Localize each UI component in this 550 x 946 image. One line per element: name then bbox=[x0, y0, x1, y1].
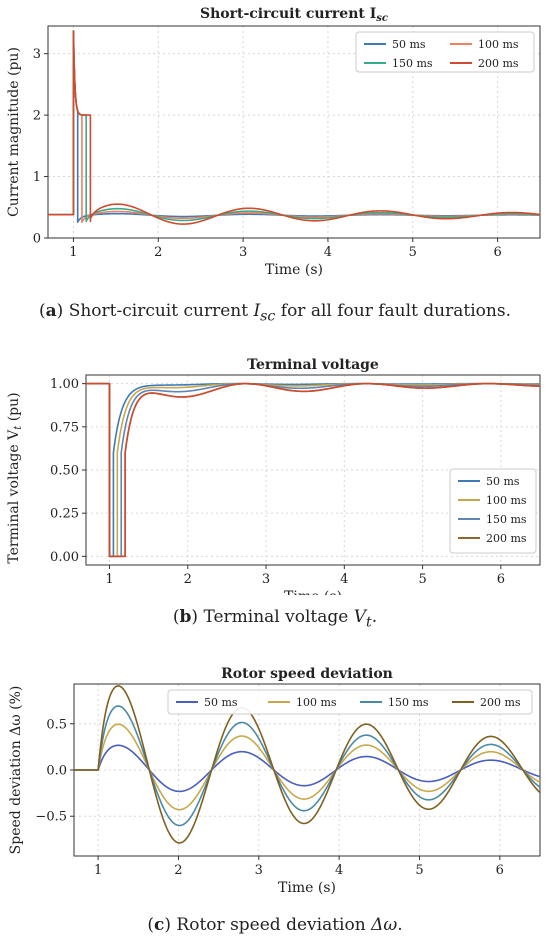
y-tick-label: −0.5 bbox=[35, 810, 67, 825]
x-axis-label: Time (s) bbox=[278, 880, 336, 896]
y-axis-label-suffix: (pu) bbox=[6, 392, 22, 425]
legend-entry: 50 ms bbox=[486, 475, 520, 488]
x-axis-label: Time (s) bbox=[284, 589, 342, 595]
series-line bbox=[48, 30, 541, 223]
caption-text: Terminal voltage bbox=[198, 607, 354, 627]
x-tick-label: 1 bbox=[105, 572, 113, 587]
legend-entry: 150 ms bbox=[388, 696, 429, 709]
legend-entry: 100 ms bbox=[486, 494, 527, 507]
series-line bbox=[74, 744, 541, 793]
caption-label: c bbox=[154, 915, 165, 935]
x-tick-label: 3 bbox=[255, 863, 263, 878]
y-axis-label: Speed deviation Δω (%) bbox=[8, 686, 24, 855]
legend-box bbox=[355, 31, 535, 73]
y-tick-label: 0.50 bbox=[50, 464, 79, 479]
legend-box bbox=[449, 468, 537, 554]
chart-title-sub: sc bbox=[376, 13, 388, 24]
chart-title-text: Short-circuit current I bbox=[200, 6, 376, 22]
chart-panel-terminal-voltage: 1 2 3 4 5 6 0.00 0.25 0.50 0.75 1.00 Time (s) Termin… bbox=[0, 355, 550, 605]
short-circuit-chart: 1 2 3 4 5 6 0 1 2 3 Time (s) Short-circuit current … bbox=[6, 6, 541, 278]
x-tick-label: 1 bbox=[69, 245, 77, 260]
y-tick-label: 1 bbox=[33, 170, 41, 185]
y-tick-label: 3 bbox=[33, 47, 41, 62]
legend-entry: 200 ms bbox=[480, 696, 521, 709]
legend: 50 ms 100 ms 150 ms 200 ms bbox=[355, 31, 535, 73]
y-axis-label-text: Terminal voltage V bbox=[6, 429, 22, 564]
caption-text-after: . bbox=[371, 607, 378, 627]
legend-entry: 100 ms bbox=[296, 696, 337, 709]
y-axis-label: Current magnitude (pu) bbox=[6, 47, 22, 217]
y-tick-label: 1.00 bbox=[50, 377, 79, 392]
chart-title: Terminal voltage bbox=[247, 357, 379, 373]
legend-box bbox=[167, 689, 533, 715]
series-line bbox=[74, 685, 541, 844]
y-axis-label: Terminal voltage Vt (pu) bbox=[6, 392, 24, 563]
x-tick-label: 6 bbox=[496, 863, 504, 878]
y-tick-label: 0.5 bbox=[46, 717, 67, 732]
caption-symbol: V bbox=[353, 607, 367, 627]
chart-panel-short-circuit: 1 2 3 4 5 6 0 1 2 3 Time (s) Short-circuit current … bbox=[0, 0, 550, 280]
caption-symbol-sub: sc bbox=[260, 308, 276, 325]
y-tick-label: 0.75 bbox=[50, 420, 79, 435]
legend: 50 ms 100 ms 150 ms 200 ms bbox=[167, 689, 533, 715]
caption-label: b bbox=[179, 607, 192, 627]
y-tick-label: 2 bbox=[33, 109, 41, 124]
chart-panel-rotor-speed: 1 2 3 4 5 6 −0.5 0.0 0.5 Time (s) Rotor speed devi… bbox=[0, 660, 550, 900]
legend: 50 ms 100 ms 150 ms 200 ms bbox=[449, 468, 537, 554]
x-tick-label: 1 bbox=[94, 863, 102, 878]
x-tick-label: 2 bbox=[174, 863, 182, 878]
x-tick-label: 5 bbox=[418, 572, 426, 587]
rotor-speed-chart: 1 2 3 4 5 6 −0.5 0.0 0.5 Time (s) Rotor speed devi… bbox=[8, 666, 541, 896]
x-tick-label: 4 bbox=[324, 245, 332, 260]
caption-c: (c) Rotor speed deviation Δω. bbox=[147, 915, 403, 935]
caption-text: Rotor speed deviation bbox=[171, 915, 372, 935]
x-tick-label: 4 bbox=[340, 572, 348, 587]
chart-title: Short-circuit current Isc bbox=[200, 6, 388, 24]
caption-symbol: Δω bbox=[371, 915, 398, 935]
terminal-voltage-chart: 1 2 3 4 5 6 0.00 0.25 0.50 0.75 1.00 Time (s) Termin… bbox=[6, 357, 541, 605]
y-tick-label: 0.0 bbox=[46, 764, 67, 779]
y-tick-label: 0 bbox=[33, 232, 41, 247]
y-axis-label-sub: t bbox=[13, 425, 24, 430]
caption-a: (a) Short-circuit current Isc for all fo… bbox=[39, 301, 511, 325]
overlay-series-line bbox=[86, 382, 541, 558]
series-line bbox=[48, 30, 541, 225]
legend-entry: 200 ms bbox=[478, 57, 519, 70]
x-tick-label: 3 bbox=[239, 245, 247, 260]
caption-symbol-sub: t bbox=[366, 614, 372, 631]
x-tick-label: 4 bbox=[335, 863, 343, 878]
legend-entry: 150 ms bbox=[486, 513, 527, 526]
x-tick-label: 3 bbox=[262, 572, 270, 587]
caption-b: (b) Terminal voltage Vt. bbox=[172, 607, 378, 631]
x-tick-label: 5 bbox=[415, 863, 423, 878]
x-tick-label: 2 bbox=[184, 572, 192, 587]
y-tick-label: 0.25 bbox=[50, 507, 79, 522]
legend-entry: 50 ms bbox=[204, 696, 238, 709]
caption-text-after: for all four fault durations. bbox=[275, 301, 511, 321]
x-tick-label: 6 bbox=[493, 245, 501, 260]
legend-entry: 100 ms bbox=[478, 38, 519, 51]
chart-title: Rotor speed deviation bbox=[221, 666, 393, 682]
legend-entry: 150 ms bbox=[392, 57, 433, 70]
y-tick-label: 0.00 bbox=[50, 550, 79, 565]
caption-text-after: . bbox=[397, 915, 403, 935]
caption-symbol: I bbox=[253, 301, 261, 321]
x-axis-label: Time (s) bbox=[265, 262, 323, 278]
legend-entry: 200 ms bbox=[486, 532, 527, 545]
caption-text: Short-circuit current bbox=[63, 301, 254, 321]
x-tick-label: 2 bbox=[154, 245, 162, 260]
plot-frame bbox=[47, 25, 541, 239]
legend-entry: 50 ms bbox=[392, 38, 426, 51]
series-line bbox=[74, 723, 541, 811]
x-tick-label: 5 bbox=[409, 245, 417, 260]
caption-label: a bbox=[45, 301, 57, 321]
x-tick-label: 6 bbox=[497, 572, 505, 587]
